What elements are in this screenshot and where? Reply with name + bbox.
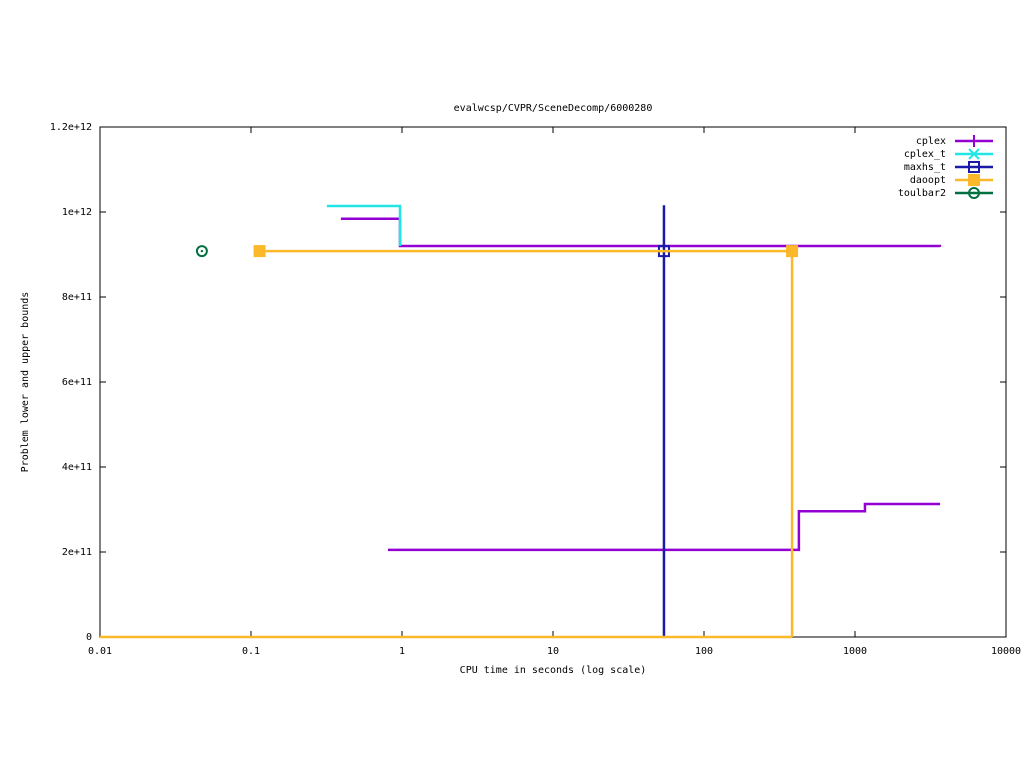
x-tick-label: 1 <box>399 646 405 657</box>
y-tick-label: 2e+11 <box>62 547 92 558</box>
x-tick-label: 0.1 <box>242 646 260 657</box>
y-tick-label: 6e+11 <box>62 377 92 388</box>
marker <box>253 245 266 258</box>
marker-part <box>968 187 980 199</box>
marker-part <box>968 174 980 186</box>
y-tick-label: 8e+11 <box>62 292 92 303</box>
plot-frame <box>99 126 1007 638</box>
y-axis-label: Problem lower and upper bounds <box>20 292 31 473</box>
y-tick-label: 1.2e+12 <box>50 122 92 133</box>
marker <box>786 245 799 258</box>
series-line <box>100 249 794 639</box>
x-tick-label: 100 <box>695 646 713 657</box>
legend-label: toulbar2 <box>898 188 946 199</box>
marker <box>968 148 980 160</box>
marker <box>968 161 980 173</box>
marker <box>968 187 980 199</box>
y-tick-label: 0 <box>86 632 92 643</box>
y-tick-label: 4e+11 <box>62 462 92 473</box>
legend-label: cplex_t <box>904 149 946 160</box>
marker-part <box>200 249 204 253</box>
series-line <box>326 204 402 246</box>
marker-part <box>972 191 976 195</box>
marker <box>195 245 208 258</box>
marker-part <box>253 245 266 258</box>
y-tick-label: 1e+12 <box>62 207 92 218</box>
x-tick-label: 10 <box>547 646 559 657</box>
legend-label: cplex <box>916 136 946 147</box>
x-tick-label: 0.01 <box>88 646 112 657</box>
marker-part <box>968 148 980 160</box>
marker <box>968 174 980 186</box>
marker-part <box>195 245 208 258</box>
marker <box>968 135 980 147</box>
x-tick-label: 1000 <box>843 646 867 657</box>
x-tick-label: 10000 <box>991 646 1021 657</box>
legend-label: maxhs_t <box>904 162 946 173</box>
marker-part <box>786 245 799 258</box>
legend-label: daoopt <box>910 175 946 186</box>
x-axis-label: CPU time in seconds (log scale) <box>460 665 647 676</box>
marker-part <box>968 135 980 147</box>
series-line <box>340 217 942 552</box>
chart-title: evalwcsp/CVPR/SceneDecomp/6000280 <box>454 103 653 114</box>
marker-part <box>968 161 980 173</box>
